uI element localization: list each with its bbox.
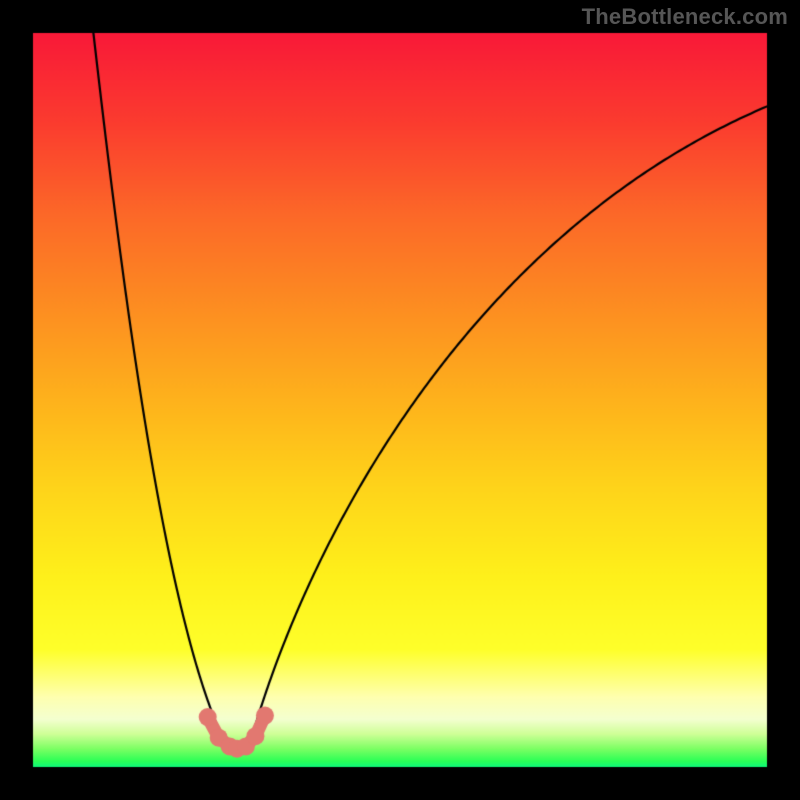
watermark-label: TheBottleneck.com <box>582 4 788 30</box>
chart-stage: TheBottleneck.com <box>0 0 800 800</box>
bottleneck-curve-chart <box>0 0 800 800</box>
